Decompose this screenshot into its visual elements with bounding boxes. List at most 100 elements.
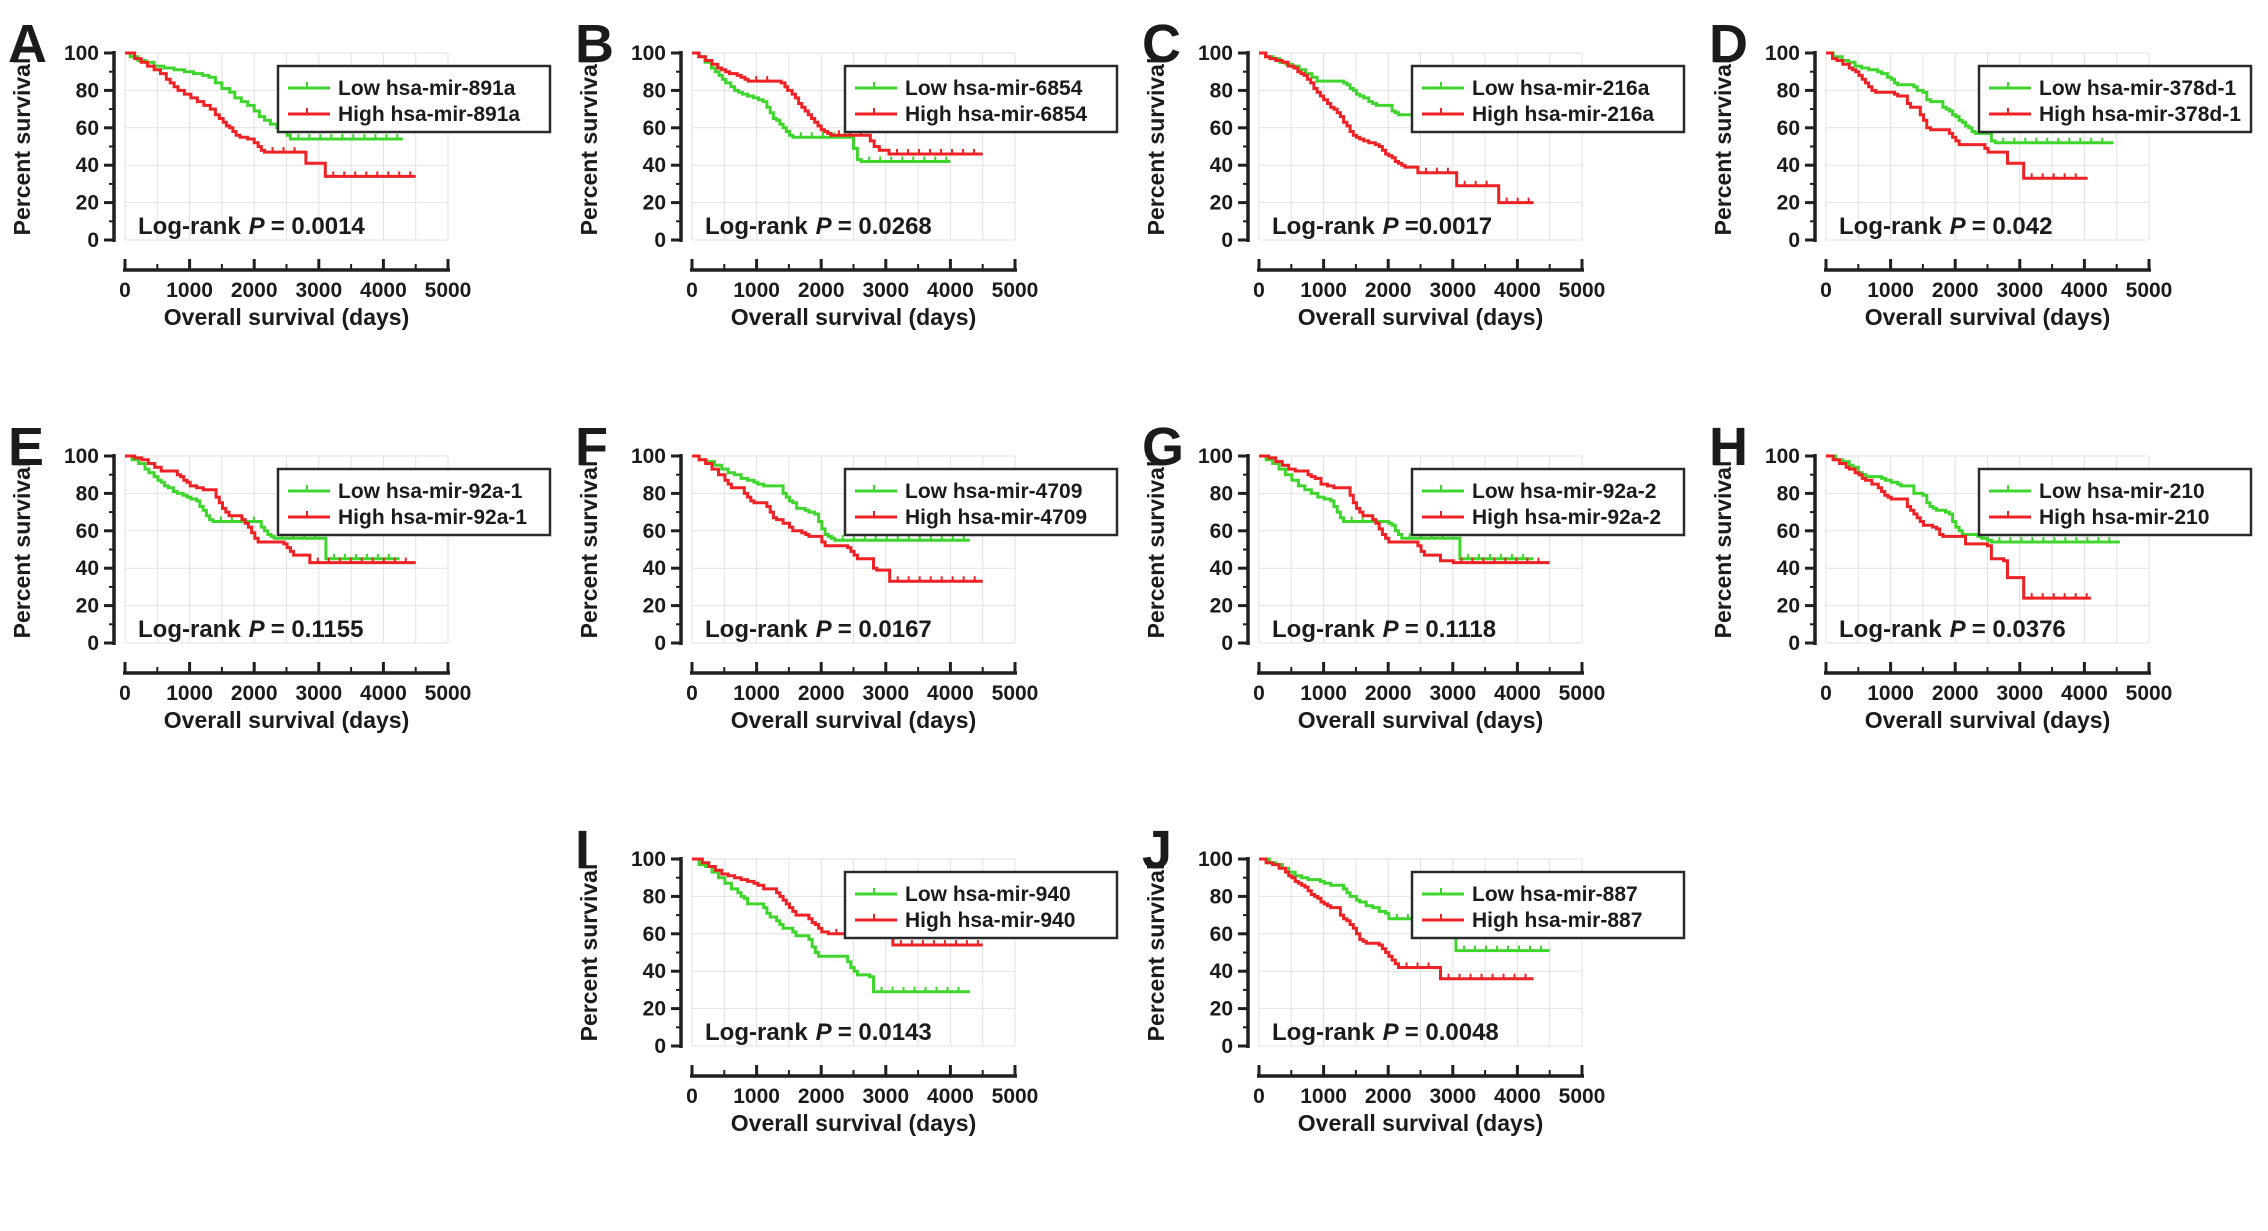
censor-ticks — [1998, 537, 2111, 544]
legend-label: Low hsa-mir-378d-1 — [2039, 77, 2237, 100]
y-axis — [671, 51, 683, 242]
x-tick-label: 1000 — [1867, 279, 1914, 302]
legend-box — [1977, 64, 2253, 134]
legend-label: Low hsa-mir-4709 — [905, 480, 1082, 503]
survival-curve-high — [1259, 857, 1534, 981]
legend: Low hsa-mir-940 High hsa-mir-940 — [843, 870, 1119, 940]
legend: Low hsa-mir-378d-1 High hsa-mir-378d-1 — [1977, 64, 2253, 134]
y-tick-label: 20 — [76, 192, 99, 215]
censor-ticks — [297, 134, 399, 141]
km-step-path — [1826, 51, 2114, 145]
p-value-symbol: P — [816, 213, 833, 240]
survival-curve-high — [692, 454, 983, 583]
panel-letter: D — [1709, 14, 1748, 74]
x-axis — [1824, 259, 2151, 272]
survival-curve-high — [125, 51, 416, 178]
p-value-prefix: Log-rank — [1839, 213, 1942, 240]
y-axis — [1238, 454, 1250, 645]
x-tick-label: 0 — [1253, 682, 1265, 705]
x-tick-label: 0 — [1253, 1085, 1265, 1108]
y-tick-label: 40 — [643, 557, 666, 580]
km-step-path — [692, 51, 951, 163]
x-tick-label: 5000 — [425, 279, 472, 302]
p-value-number: = 0.0376 — [1972, 616, 2066, 643]
x-axis-title: Overall survival (days) — [731, 1110, 976, 1136]
legend-box — [276, 467, 552, 537]
p-value-label: Log-rank P = 0.0268 — [705, 213, 932, 240]
x-tick-label: 3000 — [862, 1085, 909, 1108]
x-tick-label: 4000 — [1494, 682, 1541, 705]
y-tick-label: 60 — [1210, 117, 1233, 140]
legend: Low hsa-mir-210 High hsa-mir-210 — [1977, 467, 2253, 537]
y-tick-label: 80 — [1210, 885, 1233, 908]
y-tick-label: 0 — [654, 1035, 666, 1058]
panel-letter: J — [1142, 820, 1172, 880]
survival-curve-high — [1259, 51, 1534, 205]
y-tick-label: 100 — [1198, 445, 1233, 468]
p-value-label: Log-rank P = 0.0014 — [138, 213, 365, 240]
censor-ticks — [1395, 913, 1543, 952]
y-tick-label: 80 — [76, 482, 99, 505]
y-tick-label: 0 — [1788, 632, 1800, 655]
x-tick-label: 5000 — [992, 279, 1039, 302]
legend-box — [843, 870, 1119, 940]
x-tick-label: 4000 — [2061, 682, 2108, 705]
p-value-number: = 0.0048 — [1405, 1019, 1499, 1046]
x-tick-label: 1000 — [733, 279, 780, 302]
y-tick-label: 40 — [76, 154, 99, 177]
p-value-label: Log-rank P = 0.1155 — [138, 616, 363, 643]
y-tick-label: 100 — [1765, 445, 1800, 468]
survival-curve-high — [1826, 454, 2091, 600]
survival-plot-j: Low hsa-mir-887 High hsa-mir-887 0 20 40 60 80… — [1142, 820, 1686, 1136]
y-axis-title: Percent survival — [1710, 461, 1736, 639]
p-value-symbol: P — [1383, 213, 1400, 240]
panel-j: Low hsa-mir-887 High hsa-mir-887 0 20 40 60 80… — [1134, 814, 1701, 1217]
y-tick-label: 40 — [1210, 960, 1233, 983]
legend: Low hsa-mir-6854 High hsa-mir-6854 — [843, 64, 1119, 134]
x-tick-label: 2000 — [231, 279, 278, 302]
x-tick-label: 5000 — [992, 682, 1039, 705]
panel-h: Low hsa-mir-210 High hsa-mir-210 0 20 40 60 80… — [1701, 411, 2268, 814]
y-tick-label: 20 — [1777, 192, 1800, 215]
p-value-label: Log-rank P = 0.1118 — [1272, 616, 1496, 643]
x-tick-label: 2000 — [1365, 279, 1412, 302]
x-tick-label: 1000 — [1300, 682, 1347, 705]
censor-ticks — [2002, 137, 2104, 144]
x-tick-label: 2000 — [1365, 682, 1412, 705]
panel-letter: H — [1709, 417, 1748, 477]
y-tick-label: 40 — [1210, 154, 1233, 177]
x-tick-label: 5000 — [425, 682, 472, 705]
survival-curve-high — [1259, 454, 1550, 565]
survival-plot-g: Low hsa-mir-92a-2 High hsa-mir-92a-2 0 20 40… — [1142, 417, 1686, 733]
x-tick-label: 5000 — [1559, 682, 1606, 705]
survival-plot-b: Low hsa-mir-6854 High hsa-mir-6854 0 20 40 60… — [575, 14, 1119, 330]
x-tick-label: 4000 — [927, 1085, 974, 1108]
p-value-symbol: P — [1950, 616, 1967, 643]
y-tick-label: 0 — [87, 632, 99, 655]
x-tick-label: 1000 — [1867, 682, 1914, 705]
p-value-prefix: Log-rank — [1272, 1019, 1375, 1046]
p-value-symbol: P — [816, 616, 833, 643]
legend-label: High hsa-mir-6854 — [905, 103, 1087, 126]
censor-ticks — [1424, 167, 1530, 204]
survival-plot-i: Low hsa-mir-940 High hsa-mir-940 0 20 40 60 80… — [575, 820, 1119, 1136]
survival-curve-high — [1826, 51, 2088, 180]
y-tick-label: 0 — [1788, 229, 1800, 252]
survival-plot-a: Low hsa-mir-891a High hsa-mir-891a 0 20 40 60… — [8, 14, 552, 330]
legend-label: High hsa-mir-891a — [338, 103, 520, 126]
x-axis — [1257, 1065, 1584, 1078]
p-value-symbol: P — [1383, 616, 1400, 643]
panel-letter: G — [1142, 417, 1184, 477]
x-tick-label: 0 — [1820, 279, 1832, 302]
km-step-path — [692, 857, 983, 947]
p-value-label: Log-rank P = 0.0048 — [1272, 1019, 1499, 1046]
y-tick-label: 20 — [643, 192, 666, 215]
x-tick-label: 3000 — [1996, 279, 2043, 302]
y-tick-label: 0 — [654, 229, 666, 252]
panel-i: Low hsa-mir-940 High hsa-mir-940 0 20 40 60 80… — [567, 814, 1134, 1217]
y-tick-label: 0 — [1221, 229, 1233, 252]
km-step-path — [1259, 454, 1550, 565]
legend-box — [1410, 64, 1686, 134]
y-tick-label: 80 — [76, 79, 99, 102]
x-axis — [690, 1065, 1017, 1078]
